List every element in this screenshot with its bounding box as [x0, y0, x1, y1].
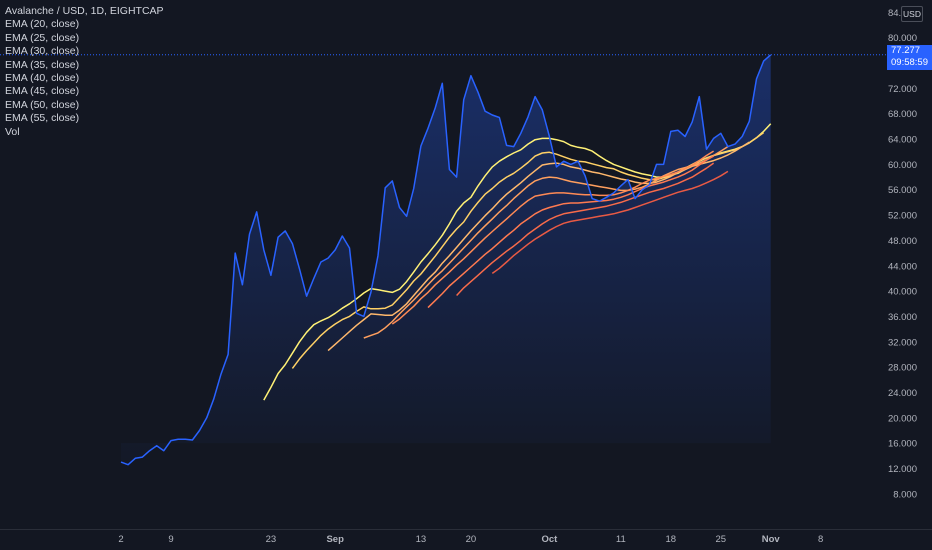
ema-line[interactable]	[363, 145, 729, 339]
indicator-volume[interactable]: Vol	[5, 125, 20, 138]
x-tick-label: 20	[466, 534, 477, 545]
countdown-timer: 09:58:59	[891, 57, 928, 68]
ema-line[interactable]	[491, 170, 729, 275]
ema-line[interactable]	[427, 155, 714, 309]
currency-button[interactable]: USD	[901, 6, 923, 22]
y-tick-label: 80.000	[888, 33, 917, 44]
x-tick-label: 9	[168, 534, 173, 545]
y-tick-label: 52.000	[888, 211, 917, 222]
y-tick-label: 24.000	[888, 388, 917, 399]
indicator-ema-40[interactable]: EMA (40, close)	[5, 72, 80, 85]
x-tick-label: 23	[266, 534, 277, 545]
indicator-ema-25[interactable]: EMA (25, close)	[5, 31, 80, 44]
y-tick-label: 16.000	[888, 439, 917, 450]
y-tick-label: 48.000	[888, 236, 917, 247]
x-tick-label: Sep	[326, 534, 344, 545]
x-tick-label: Nov	[762, 534, 781, 545]
y-tick-label: 56.000	[888, 185, 917, 196]
indicator-ema-20[interactable]: EMA (20, close)	[5, 18, 80, 31]
last-price-value: 77.277	[891, 45, 921, 56]
ema-line[interactable]	[391, 150, 714, 325]
y-tick-label: 40.000	[888, 287, 917, 298]
y-tick-label: 28.000	[888, 363, 917, 374]
indicator-ema-55[interactable]: EMA (55, close)	[5, 112, 80, 125]
indicator-legend: Avalanche / USD, 1D, EIGHTCAP EMA (20, c…	[5, 5, 164, 139]
y-tick-label: 36.000	[888, 312, 917, 323]
indicator-ema-50[interactable]: EMA (50, close)	[5, 98, 80, 111]
y-tick-label: 68.000	[888, 109, 917, 120]
y-tick-label: 32.000	[888, 337, 917, 348]
indicator-ema-35[interactable]: EMA (35, close)	[5, 58, 80, 71]
indicator-ema-45[interactable]: EMA (45, close)	[5, 85, 80, 98]
y-tick-label: 64.000	[888, 135, 917, 146]
x-tick-label: Oct	[541, 534, 558, 545]
price-line[interactable]	[120, 54, 772, 466]
y-tick-label: 44.000	[888, 261, 917, 272]
last-price-tag: 77.277 09:58:59	[887, 45, 932, 70]
x-tick-label: 18	[666, 534, 677, 545]
y-tick-label: 12.000	[888, 464, 917, 475]
x-tick-label: 2	[118, 534, 123, 545]
x-tick-label: 25	[716, 534, 727, 545]
symbol-title[interactable]: Avalanche / USD, 1D, EIGHTCAP	[5, 5, 164, 17]
y-tick-label: 72.000	[888, 84, 917, 95]
y-tick-label: 20.000	[888, 413, 917, 424]
y-tick-label: 8.000	[893, 489, 917, 500]
y-tick-label: 60.000	[888, 160, 917, 171]
x-tick-label: 8	[818, 534, 823, 545]
ema-line[interactable]	[456, 162, 715, 297]
x-tick-label: 11	[616, 534, 626, 545]
x-tick-label: 13	[416, 534, 427, 545]
indicator-ema-30[interactable]: EMA (30, close)	[5, 45, 80, 58]
